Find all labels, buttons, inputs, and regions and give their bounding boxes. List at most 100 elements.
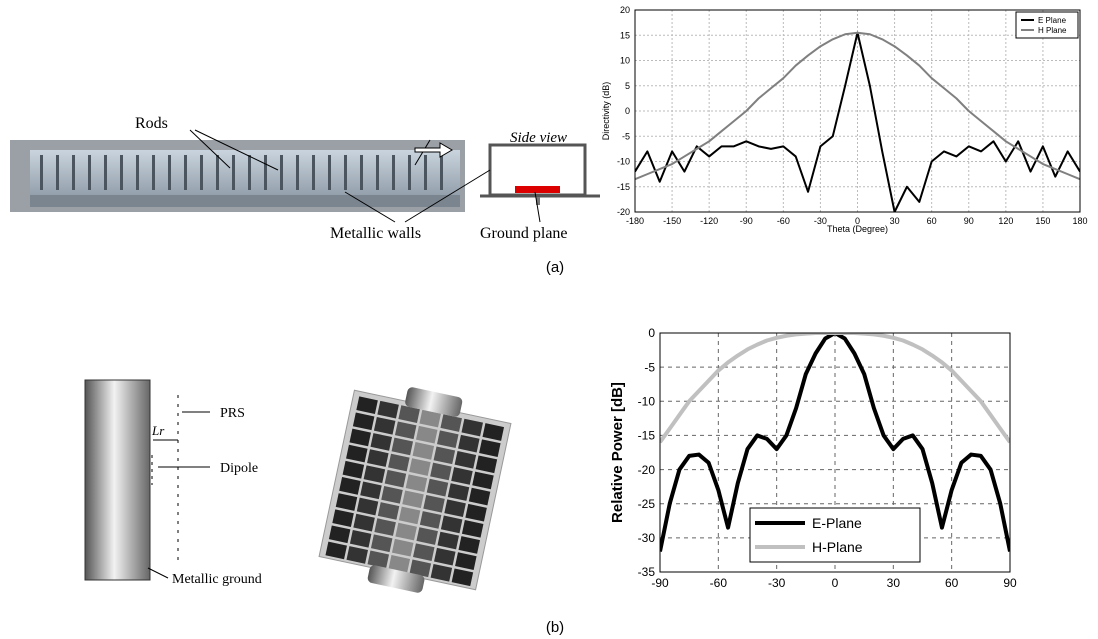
y-tick-label: 5 bbox=[625, 81, 630, 91]
patch bbox=[412, 442, 435, 460]
x-tick-label: 0 bbox=[855, 216, 860, 226]
patch bbox=[465, 503, 487, 522]
patch bbox=[405, 474, 428, 492]
slot bbox=[376, 155, 379, 190]
patch bbox=[475, 455, 498, 474]
patch bbox=[447, 483, 470, 501]
patch bbox=[468, 487, 491, 506]
patch bbox=[433, 446, 456, 465]
x-tick-label: -120 bbox=[700, 216, 718, 226]
plot-border bbox=[659, 332, 1011, 573]
patch bbox=[388, 555, 411, 573]
patch bbox=[426, 478, 449, 497]
label: Metallic ground bbox=[172, 572, 262, 587]
label: PRS bbox=[220, 406, 245, 421]
patch bbox=[416, 527, 438, 545]
y-tick-label: -20 bbox=[638, 463, 656, 477]
patch bbox=[395, 522, 417, 541]
patch bbox=[461, 520, 484, 538]
patch bbox=[402, 490, 424, 509]
patch bbox=[437, 531, 459, 550]
patch bbox=[381, 486, 403, 504]
y-axis-label: Relative Power [dB] bbox=[609, 382, 626, 523]
patch bbox=[454, 450, 477, 469]
slot bbox=[120, 155, 123, 190]
x-tick-label: 30 bbox=[887, 576, 901, 590]
slot bbox=[136, 155, 139, 190]
y-tick-label: 20 bbox=[620, 5, 630, 15]
label: Rods bbox=[135, 115, 168, 132]
x-tick-label: -30 bbox=[814, 216, 827, 226]
legend bbox=[749, 507, 921, 563]
y-tick-label: -25 bbox=[638, 497, 656, 511]
x-tick-label: 30 bbox=[890, 216, 900, 226]
slot bbox=[344, 155, 347, 190]
slot bbox=[280, 155, 283, 190]
patch bbox=[349, 529, 372, 548]
patch bbox=[356, 396, 378, 415]
y-tick-label: -35 bbox=[638, 565, 656, 579]
label: Side view bbox=[510, 130, 567, 146]
x-tick-label: 150 bbox=[1035, 216, 1050, 226]
slot bbox=[392, 155, 395, 190]
patch bbox=[482, 423, 505, 441]
x-tick-label: 90 bbox=[1003, 576, 1017, 590]
patch bbox=[451, 568, 474, 587]
slot bbox=[88, 155, 91, 190]
slot bbox=[408, 155, 411, 190]
label: Lr bbox=[151, 423, 165, 438]
slot bbox=[40, 155, 43, 190]
patch bbox=[332, 509, 354, 527]
patch bbox=[367, 550, 390, 569]
slot bbox=[152, 155, 155, 190]
x-tick-label: -90 bbox=[740, 216, 753, 226]
patch bbox=[472, 471, 494, 490]
patch bbox=[444, 499, 466, 518]
legend-label: E-Plane bbox=[812, 515, 862, 531]
legend-label: H Plane bbox=[1038, 26, 1067, 35]
patch bbox=[391, 437, 414, 456]
patch bbox=[415, 425, 438, 444]
prs-cylinder bbox=[318, 387, 512, 593]
y-tick-label: 10 bbox=[620, 56, 630, 66]
patch bbox=[461, 418, 483, 437]
legend bbox=[1015, 11, 1079, 39]
y-tick-label: 0 bbox=[625, 106, 630, 116]
x-tick-label: -90 bbox=[651, 576, 669, 590]
patch bbox=[342, 460, 365, 479]
patch bbox=[356, 497, 379, 516]
y-axis-label: Directivity (dB) bbox=[601, 82, 611, 141]
patch bbox=[360, 481, 382, 500]
cylinder bbox=[84, 379, 151, 581]
patch bbox=[430, 462, 452, 481]
patch bbox=[328, 525, 351, 544]
patch bbox=[370, 433, 393, 451]
slot bbox=[248, 155, 251, 190]
patch bbox=[377, 502, 400, 520]
y-tick-label: -10 bbox=[617, 157, 630, 167]
patch bbox=[409, 559, 432, 578]
y-tick-label: -30 bbox=[638, 531, 656, 545]
patch bbox=[458, 434, 480, 453]
slot bbox=[72, 155, 75, 190]
patch bbox=[440, 414, 462, 432]
patch bbox=[367, 449, 389, 467]
patch bbox=[437, 430, 459, 449]
patch bbox=[352, 412, 375, 431]
x-tick-label: -30 bbox=[768, 576, 786, 590]
patch bbox=[434, 547, 456, 566]
x-tick-label: -60 bbox=[777, 216, 790, 226]
slot bbox=[216, 155, 219, 190]
series-line bbox=[660, 333, 1010, 552]
slot bbox=[104, 155, 107, 190]
slot bbox=[328, 155, 331, 190]
y-tick-label: -15 bbox=[638, 429, 656, 443]
patch bbox=[394, 421, 417, 440]
legend-label: H-Plane bbox=[812, 539, 863, 555]
y-tick-label: 0 bbox=[648, 326, 655, 340]
patch bbox=[346, 546, 368, 564]
series-line bbox=[635, 31, 1080, 181]
caption: (b) bbox=[546, 619, 564, 636]
patch bbox=[458, 536, 481, 554]
